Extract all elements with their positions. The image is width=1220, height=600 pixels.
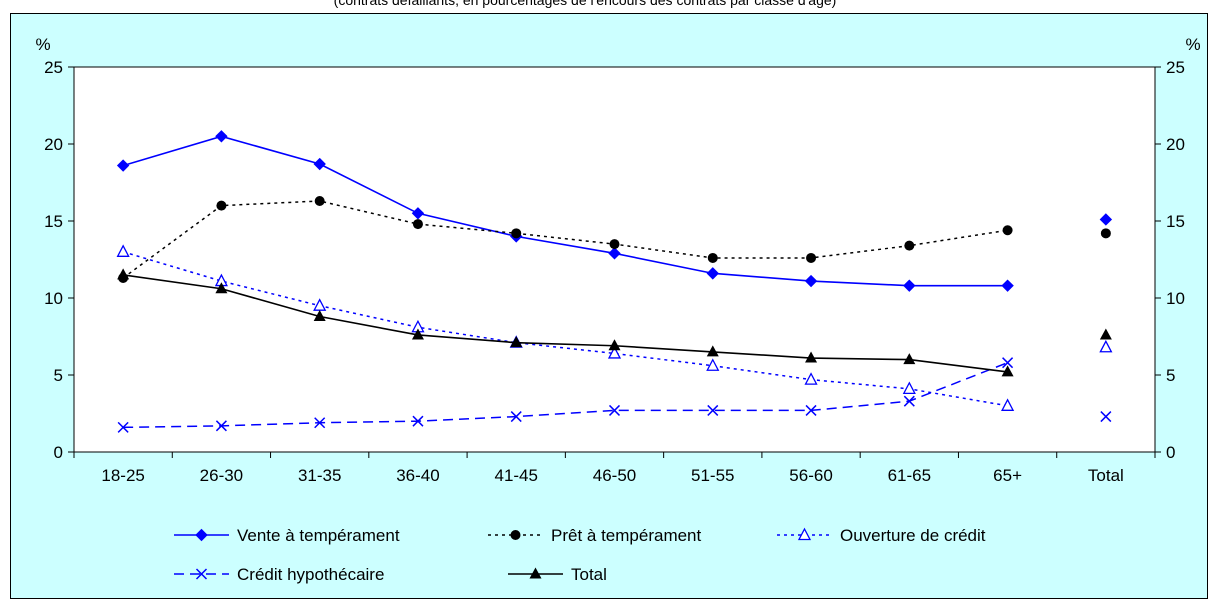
data-point: [902, 381, 916, 395]
data-point: [903, 395, 915, 407]
legend-marker: [529, 567, 542, 579]
y-tick-label-left: 0: [54, 443, 63, 462]
y-tick-label-left: 10: [44, 289, 63, 308]
x-tick-label: 61-65: [888, 466, 931, 485]
x-tick-label: 26-30: [200, 466, 243, 485]
data-point: [903, 279, 916, 292]
data-point: [706, 267, 719, 280]
y-tick-label-right: 20: [1166, 135, 1185, 154]
data-point: [116, 244, 130, 257]
y-axis-label-left: %: [35, 35, 50, 54]
data-point: [313, 309, 326, 321]
data-point: [116, 159, 130, 172]
series-line: [122, 200, 1008, 279]
data-point: [510, 336, 523, 348]
data-point: [609, 239, 620, 250]
total-point: [1099, 213, 1113, 226]
total-point: [1100, 228, 1111, 239]
legend-label: Crédit hypothécaire: [237, 565, 384, 584]
y-tick-label-left: 5: [54, 366, 63, 385]
data-point: [706, 358, 720, 371]
data-point: [1002, 357, 1014, 369]
data-point: [805, 351, 818, 363]
data-point: [314, 417, 326, 429]
data-point: [1001, 279, 1014, 292]
legend-label: Total: [571, 565, 607, 584]
data-point: [804, 274, 818, 288]
x-tick-label: 18-25: [101, 466, 144, 485]
legend-marker: [195, 528, 208, 542]
x-tick-label: 36-40: [396, 466, 439, 485]
data-point: [117, 421, 129, 433]
total-point: [1099, 328, 1112, 340]
legend-marker: [797, 527, 812, 541]
line-chart: 0 0 5 5 10 10 15 15 20 20 25 25% % 18-25 26-30 31-35 36-…: [35, 35, 1200, 584]
x-tick-label: 31-35: [298, 466, 341, 485]
data-point: [314, 195, 325, 206]
legend-label: Ouverture de crédit: [840, 526, 986, 545]
x-tick-label: 51-55: [691, 466, 734, 485]
y-tick-label-left: 15: [44, 212, 63, 231]
y-tick-label-right: 25: [1166, 58, 1185, 77]
x-tick-label: 56-60: [789, 466, 832, 485]
data-point: [313, 157, 326, 171]
chart-subtitle: (contrats défaillants, en pourcentages d…: [333, 0, 837, 8]
x-tick-label: 41-45: [494, 466, 537, 485]
data-point: [608, 404, 621, 416]
legend-marker: [510, 530, 521, 540]
data-point: [511, 228, 522, 239]
data-point: [510, 411, 522, 423]
data-point: [707, 404, 719, 416]
data-point: [215, 130, 228, 143]
data-point: [215, 282, 228, 294]
data-point: [117, 268, 130, 280]
data-point: [411, 207, 425, 220]
series-line: [122, 135, 1008, 287]
legend-label: Prêt à tempérament: [551, 526, 702, 545]
data-point: [804, 372, 818, 385]
data-point: [216, 200, 227, 211]
data-point: [904, 240, 915, 251]
data-point: [607, 346, 622, 359]
data-point: [412, 415, 424, 427]
y-tick-label-left: 20: [44, 135, 63, 154]
x-tick-label: Total: [1088, 466, 1124, 485]
legend-label: Vente à tempérament: [237, 526, 400, 545]
y-tick-label-left: 25: [44, 58, 63, 77]
data-point: [411, 328, 424, 340]
data-point: [903, 353, 916, 365]
series-line: [123, 274, 1008, 373]
y-tick-label-right: 0: [1166, 443, 1175, 462]
data-point: [608, 339, 621, 351]
total-point: [1099, 339, 1113, 353]
data-point: [412, 219, 423, 230]
data-point: [805, 404, 817, 416]
total-point: [1100, 411, 1112, 423]
data-point: [1001, 398, 1015, 411]
data-point: [608, 247, 621, 260]
data-point: [806, 252, 817, 263]
data-point: [215, 420, 227, 432]
x-tick-label: 46-50: [593, 466, 636, 485]
data-point: [1002, 225, 1013, 236]
legend-marker: [195, 568, 208, 580]
data-point: [1001, 365, 1014, 377]
data-point: [706, 345, 719, 357]
x-tick-label: 65+: [993, 466, 1022, 485]
y-tick-label-right: 5: [1166, 366, 1175, 385]
y-tick-label-right: 10: [1166, 289, 1185, 308]
y-tick-label-right: 15: [1166, 212, 1185, 231]
chart-area: 0 0 5 5 10 10 15 15 20 20 25 25%% 18-25 26-30 31-35 36-…: [10, 13, 1208, 599]
series-line: [122, 251, 1008, 407]
data-point: [707, 252, 718, 263]
y-axis-label-right: %: [1185, 35, 1200, 54]
series-line: [123, 361, 1008, 429]
